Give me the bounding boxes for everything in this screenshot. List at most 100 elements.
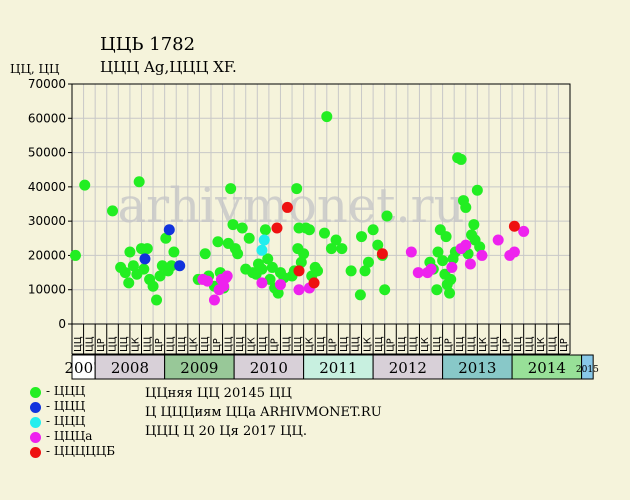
data-point <box>208 294 220 306</box>
y-tick-label: 0 <box>58 317 66 331</box>
x-tick-label: ЦЦ <box>490 336 501 352</box>
data-point <box>321 111 333 123</box>
data-point <box>431 284 443 296</box>
year-band <box>94 354 166 380</box>
data-point <box>281 201 293 213</box>
data-point <box>256 263 268 275</box>
data-point <box>124 246 136 258</box>
data-point <box>79 179 91 191</box>
data-point <box>372 239 384 251</box>
data-point <box>147 280 159 292</box>
data-point <box>293 265 305 277</box>
data-point <box>258 234 270 246</box>
data-point <box>256 277 268 289</box>
plot-border <box>71 83 571 325</box>
x-tick-label: ЦЦ <box>177 336 188 352</box>
y-tick-label: 40000 <box>28 180 66 194</box>
data-point <box>455 153 467 165</box>
x-tick-label: ЦР <box>501 338 512 352</box>
data-point <box>272 287 284 299</box>
x-tick-label: ЦК <box>420 337 431 352</box>
year-label: 2008 <box>111 359 149 377</box>
x-tick-label: ЦР <box>559 338 570 352</box>
data-point <box>460 201 472 213</box>
data-point <box>312 265 324 277</box>
data-point <box>271 222 283 234</box>
data-point <box>127 260 139 272</box>
data-point <box>139 253 151 265</box>
x-tick-label: ЦР <box>443 338 454 352</box>
x-tick-label: ЦР <box>96 338 107 352</box>
data-point <box>225 183 237 195</box>
data-point <box>379 284 391 296</box>
x-tick-label: ЦР <box>385 338 396 352</box>
data-point <box>215 273 227 285</box>
x-tick-label: ЦР <box>270 338 281 352</box>
legend-label-4: - ЦЦЦЦЦБ <box>46 444 116 458</box>
data-point <box>303 224 315 236</box>
x-tick-label: ЦР <box>154 338 165 352</box>
data-point <box>141 243 153 255</box>
x-tick-label: ЦЦ <box>84 336 95 352</box>
year-band <box>511 354 583 380</box>
x-tick-label: ЦК <box>362 337 373 352</box>
x-tick-label: ЦР <box>212 338 223 352</box>
data-point <box>295 256 307 268</box>
data-point <box>151 294 163 306</box>
data-point <box>336 243 348 255</box>
y-tick-label: 70000 <box>28 77 66 91</box>
data-point <box>293 284 305 296</box>
data-point <box>362 256 374 268</box>
data-point <box>508 246 520 258</box>
x-tick-label: ЦЦ <box>316 336 327 352</box>
year-label: 2010 <box>250 359 288 377</box>
x-tick-label: ЦЦ <box>339 336 350 352</box>
data-point <box>318 227 330 239</box>
year-band <box>581 354 594 380</box>
data-point <box>163 224 175 236</box>
data-point <box>325 243 337 255</box>
x-tick-label: ЦЦ <box>165 336 176 352</box>
x-tick-label: ЦК <box>304 337 315 352</box>
data-point <box>508 220 520 232</box>
data-point <box>432 246 444 258</box>
data-point <box>376 248 388 260</box>
data-point <box>308 277 320 289</box>
data-point <box>440 231 452 243</box>
x-tick-label: ЦЦ <box>513 336 524 352</box>
data-point <box>227 219 239 231</box>
year-label: 2007 <box>64 359 102 377</box>
y-tick-label: 10000 <box>28 283 66 297</box>
year-label: 2009 <box>180 359 218 377</box>
y-tick-label: 20000 <box>28 248 66 262</box>
x-tick-label: ЦЦ <box>235 336 246 352</box>
x-tick-label: ЦК <box>536 337 547 352</box>
x-tick-label: ЦК <box>189 337 200 352</box>
year-label: 2013 <box>458 359 496 377</box>
data-point <box>405 246 417 258</box>
data-point <box>107 205 119 217</box>
x-tick-label: ЦЦ <box>200 336 211 352</box>
data-point <box>259 224 271 236</box>
legend-dot-1 <box>30 402 41 413</box>
legend-label-0: - ЦЦЦ <box>46 384 86 398</box>
x-tick-label: ЦЦ <box>351 336 362 352</box>
data-point <box>412 267 424 279</box>
x-tick-label: ЦЦ <box>119 336 130 352</box>
data-point <box>437 255 449 267</box>
legend-dot-3 <box>30 432 41 443</box>
data-point <box>232 248 244 260</box>
year-label: 2011 <box>319 359 357 377</box>
data-point <box>445 273 457 285</box>
data-point <box>199 248 211 260</box>
data-point <box>359 265 371 277</box>
x-tick-label: ЦЦ <box>409 336 420 352</box>
data-point <box>446 261 458 273</box>
year-band <box>164 354 235 380</box>
data-point <box>174 260 186 272</box>
x-tick-label: ЦЦ <box>293 336 304 352</box>
note-line-1: ЦЦняя ЦЦ 20145 ЦЦ <box>145 386 292 401</box>
y-tick-label: 50000 <box>28 146 66 160</box>
data-point <box>345 265 357 277</box>
data-point <box>243 232 255 244</box>
